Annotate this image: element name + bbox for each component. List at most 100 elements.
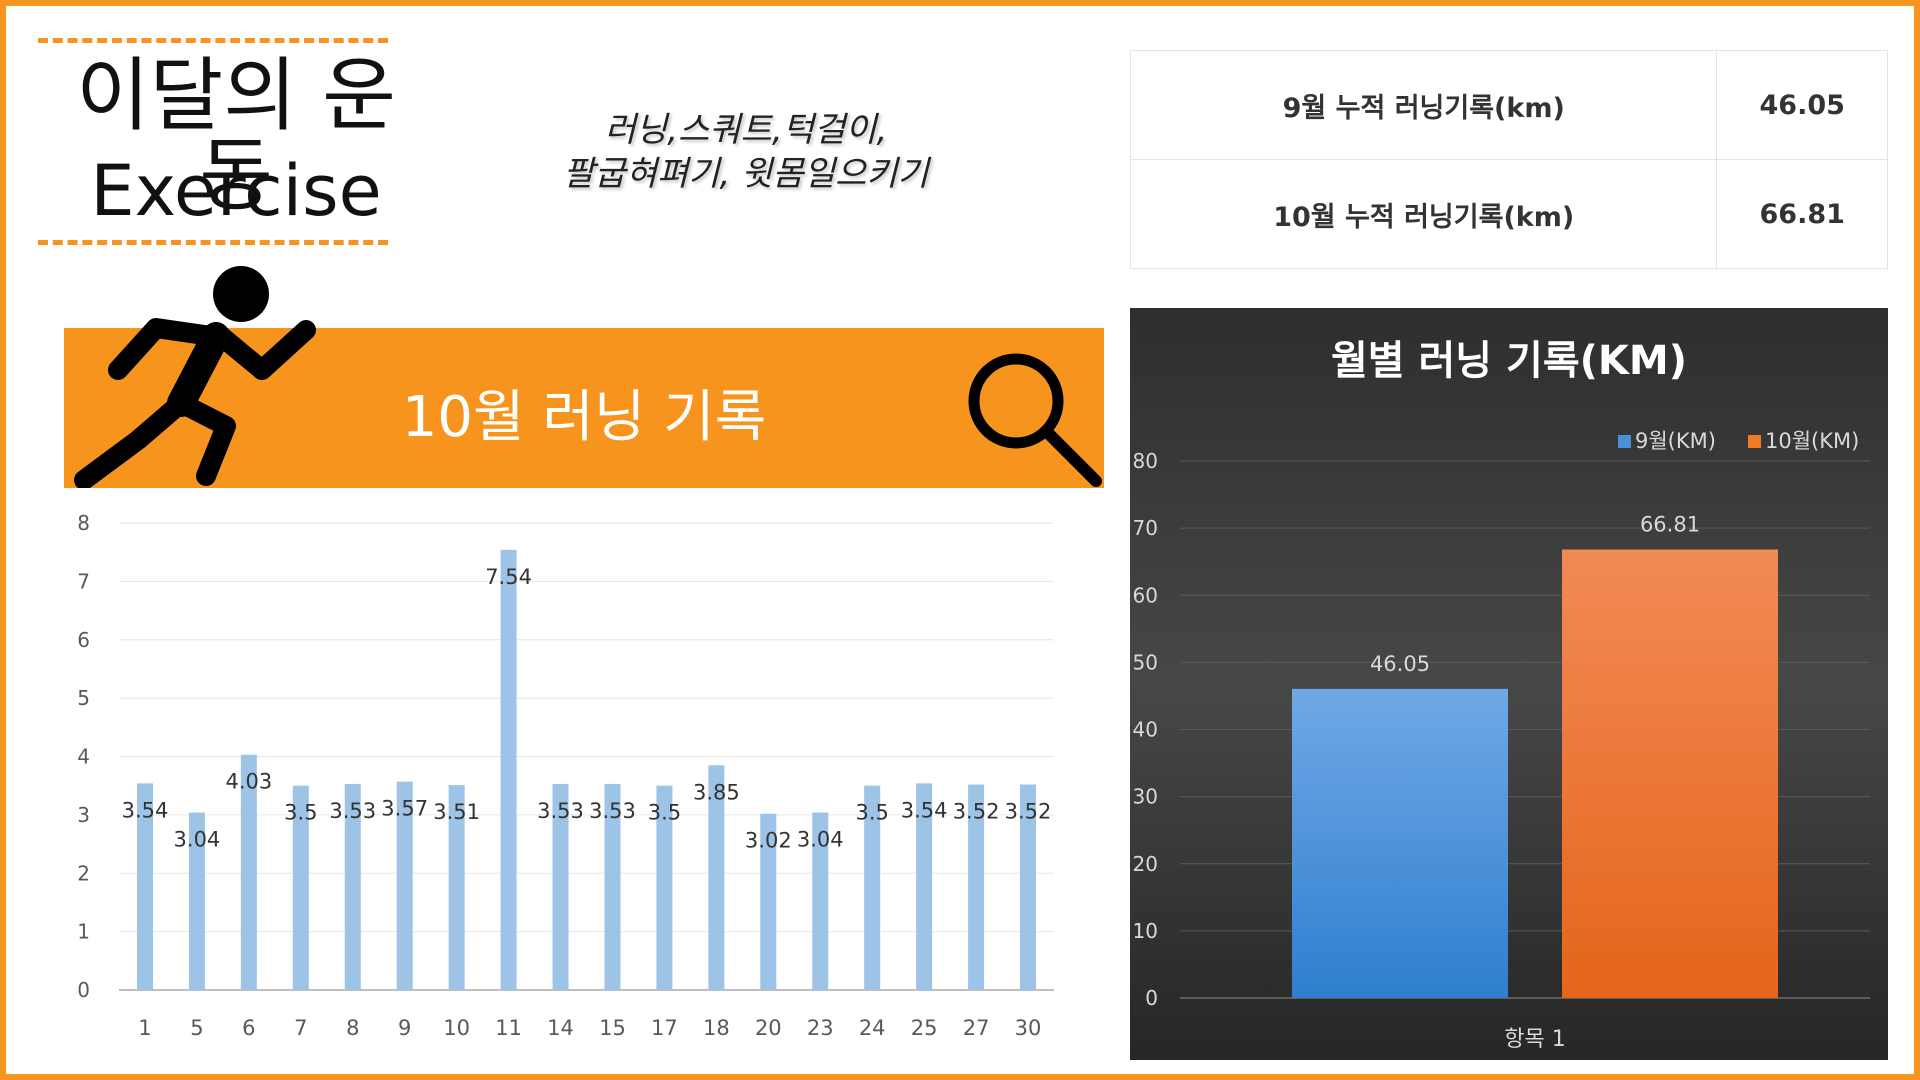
x-tick-label: 7: [294, 1016, 307, 1040]
page-title: 이달의 운동: [76, 49, 396, 222]
exercise-list-line1: 러닝,스쿼트,턱걸이,: [604, 110, 888, 150]
data-label: 3.53: [329, 799, 376, 823]
data-label: 3.57: [381, 797, 428, 821]
x-tick-label: 23: [807, 1016, 834, 1040]
x-tick-label: 27: [963, 1016, 990, 1040]
bar: [1020, 784, 1037, 990]
exercise-list-line2: 팔굽혀펴기, 윗몸일으키기: [563, 154, 929, 194]
y-tick-label: 5: [77, 686, 90, 710]
banner-title: 10월 러닝 기록: [401, 385, 767, 450]
y-tick-label: 4: [77, 745, 90, 769]
bar: [656, 785, 673, 990]
data-label: 3.02: [745, 829, 792, 853]
data-label: 4.03: [225, 770, 272, 794]
x-tick-label: 5: [190, 1016, 203, 1040]
y-tick-label: 10: [1133, 919, 1158, 943]
bar: [552, 783, 569, 990]
bar: [500, 549, 517, 990]
monthly-running-chart: 월별 러닝 기록(KM) 0 10 20 30 40 50 60 70 80 46.05 66.81 항…: [1130, 308, 1888, 1060]
y-tick-label: 0: [1145, 986, 1158, 1010]
y-tick-label: 3: [77, 803, 90, 827]
legend-label: 9월(KM): [1635, 429, 1716, 453]
summary-table: 9월 누적 러닝기록(km) 46.05 10월 누적 러닝기록(km) 66.…: [1129, 50, 1888, 269]
data-label: 66.81: [1640, 513, 1700, 537]
x-tick-label: 11: [495, 1016, 522, 1040]
x-tick-label: 25: [911, 1016, 938, 1040]
table-row: 10월 누적 러닝기록(km) 66.81: [1129, 159, 1888, 269]
x-tick-label: 17: [651, 1016, 678, 1040]
y-tick-label: 60: [1133, 583, 1158, 607]
data-label: 3.85: [693, 780, 740, 804]
data-label: 3.52: [953, 800, 1000, 824]
y-tick-label: 7: [77, 569, 90, 593]
search-icon: [968, 353, 1102, 487]
bar: [292, 785, 309, 990]
x-tick-label: 24: [859, 1016, 886, 1040]
october-daily-chart: 0123456783.5413.0454.0363.573.5383.5793.…: [77, 511, 1054, 1040]
x-tick-label: 8: [346, 1016, 359, 1040]
data-label: 46.05: [1370, 652, 1430, 676]
running-person-icon: [74, 266, 316, 488]
x-tick-label: 20: [755, 1016, 782, 1040]
y-tick-label: 8: [77, 511, 90, 535]
bar: [708, 765, 725, 990]
bottom-dashed-divider: [38, 240, 388, 245]
x-tick-label: 15: [599, 1016, 626, 1040]
y-tick-label: 1: [77, 920, 90, 944]
bar: [240, 754, 257, 990]
data-label: 3.53: [537, 799, 584, 823]
data-label: 7.54: [485, 565, 532, 589]
top-dashed-divider: [38, 38, 388, 43]
legend-swatch: [1748, 435, 1761, 448]
bar: [448, 785, 465, 990]
bar: [136, 783, 153, 990]
x-tick-label: 30: [1015, 1016, 1042, 1040]
data-label: 3.5: [855, 801, 888, 825]
summary-value-sep: 46.05: [1716, 50, 1888, 160]
x-tick-label: 항목 1: [1504, 1027, 1565, 1052]
bar: [344, 783, 361, 990]
x-tick-label: 1: [138, 1016, 151, 1040]
bar: [916, 783, 933, 990]
data-label: 3.53: [589, 799, 636, 823]
data-label: 3.5: [284, 801, 317, 825]
bar: [604, 783, 621, 990]
x-tick-label: 9: [398, 1016, 411, 1040]
bar: [1562, 549, 1778, 998]
y-tick-label: 70: [1133, 516, 1158, 540]
y-tick-label: 40: [1133, 718, 1158, 742]
y-tick-label: 2: [77, 861, 90, 885]
bar: [760, 813, 777, 990]
summary-label-sep: 9월 누적 러닝기록(km): [1129, 50, 1718, 160]
legend-label: 10월(KM): [1765, 429, 1859, 453]
x-tick-label: 18: [703, 1016, 730, 1040]
x-tick-label: 10: [443, 1016, 470, 1040]
data-label: 3.5: [648, 801, 681, 825]
x-tick-label: 6: [242, 1016, 255, 1040]
summary-label-oct: 10월 누적 러닝기록(km): [1129, 159, 1718, 269]
y-tick-label: 6: [77, 628, 90, 652]
bar: [812, 812, 829, 990]
page-subtitle: Exercise: [90, 150, 382, 232]
chart-title: 월별 러닝 기록(KM): [1331, 338, 1687, 384]
data-label: 3.51: [433, 800, 480, 824]
summary-value-oct: 66.81: [1716, 159, 1888, 269]
data-label: 3.54: [901, 798, 948, 822]
data-label: 3.04: [797, 828, 844, 852]
x-tick-label: 14: [547, 1016, 574, 1040]
y-tick-label: 20: [1133, 852, 1158, 876]
bar: [864, 785, 881, 990]
y-tick-label: 0: [77, 978, 90, 1002]
legend-swatch: [1618, 435, 1631, 448]
y-tick-label: 50: [1133, 650, 1158, 674]
data-label: 3.54: [122, 798, 169, 822]
table-row: 9월 누적 러닝기록(km) 46.05: [1129, 50, 1888, 160]
bar: [1292, 688, 1508, 998]
bar: [968, 784, 985, 990]
y-tick-label: 30: [1133, 785, 1158, 809]
y-tick-label: 80: [1133, 449, 1158, 473]
data-label: 3.04: [174, 828, 221, 852]
bar: [188, 812, 205, 990]
bar: [396, 781, 413, 990]
